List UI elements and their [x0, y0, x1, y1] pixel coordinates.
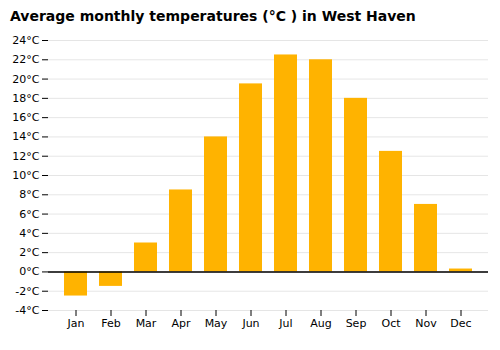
svg-text:2°C: 2°C [19, 246, 39, 259]
html-text:Average monthly temperatures (: Average monthly temperatures (°C ) in We… [10, 8, 416, 24]
svg-text:16°C: 16°C [12, 111, 39, 124]
svg-text:18°C: 18°C [12, 92, 39, 105]
svg-text:Apr: Apr [171, 317, 191, 330]
svg-text:8°C: 8°C [19, 188, 39, 201]
svg-text:Dec: Dec [450, 317, 471, 330]
svg-text:4°C: 4°C [19, 227, 39, 240]
svg-text:20°C: 20°C [12, 73, 39, 86]
svg-text:10°C: 10°C [12, 169, 39, 182]
svg-text:-4°C: -4°C [15, 304, 39, 317]
svg-text:Jan: Jan [67, 317, 85, 330]
svg-text:Aug: Aug [310, 317, 331, 330]
svg-text:Feb: Feb [101, 317, 120, 330]
svg-text:14°C: 14°C [12, 130, 39, 143]
svg-text:Nov: Nov [415, 317, 437, 330]
svg-text:-2°C: -2°C [15, 285, 39, 298]
svg-text:12°C: 12°C [12, 150, 39, 163]
svg-text:Jul: Jul [278, 317, 292, 330]
svg-text:Mar: Mar [136, 317, 157, 330]
svg-text:Oct: Oct [381, 317, 401, 330]
svg-text:24°C: 24°C [12, 34, 39, 47]
svg-text:6°C: 6°C [19, 208, 39, 221]
svg-text:22°C: 22°C [12, 53, 39, 66]
svg-text:Jun: Jun [241, 317, 259, 330]
svg-text:May: May [205, 317, 228, 330]
svg-text:0°C: 0°C [19, 265, 39, 278]
svg-text:Sep: Sep [346, 317, 367, 330]
